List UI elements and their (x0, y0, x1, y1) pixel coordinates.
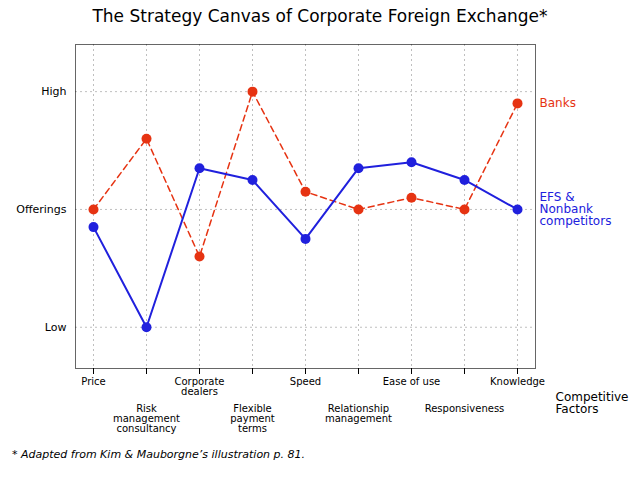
svg-text:Corporatedealers: Corporatedealers (175, 376, 225, 397)
svg-text:Knowledge: Knowledge (490, 376, 545, 387)
svg-text:Low: Low (45, 321, 67, 334)
svg-text:EFS &Nonbankcompetitors: EFS &Nonbankcompetitors (540, 190, 612, 228)
html-text:The Strategy Canvas of Corpora: The Strategy Canvas of Corporate Foreign… (92, 6, 548, 26)
svg-text:Offerings: Offerings (16, 203, 67, 216)
svg-text:Flexiblepaymentterms: Flexiblepaymentterms (230, 403, 275, 434)
svg-text:Price: Price (81, 376, 105, 387)
svg-text:Banks: Banks (540, 96, 576, 110)
svg-text:Relationshipmanagement: Relationshipmanagement (325, 403, 392, 424)
html-text:* Adapted from Kim & Mauborgne: * Adapted from Kim & Mauborgne’s illustr… (12, 448, 305, 461)
svg-text:Responsiveness: Responsiveness (425, 403, 505, 414)
svg-text:High: High (41, 85, 66, 98)
svg-text:Speed: Speed (290, 376, 321, 387)
svg-text:Ease of use: Ease of use (383, 376, 441, 387)
svg-text:Riskmanagementconsultancy: Riskmanagementconsultancy (113, 403, 180, 434)
svg-text:CompetitiveFactors: CompetitiveFactors (556, 390, 629, 416)
